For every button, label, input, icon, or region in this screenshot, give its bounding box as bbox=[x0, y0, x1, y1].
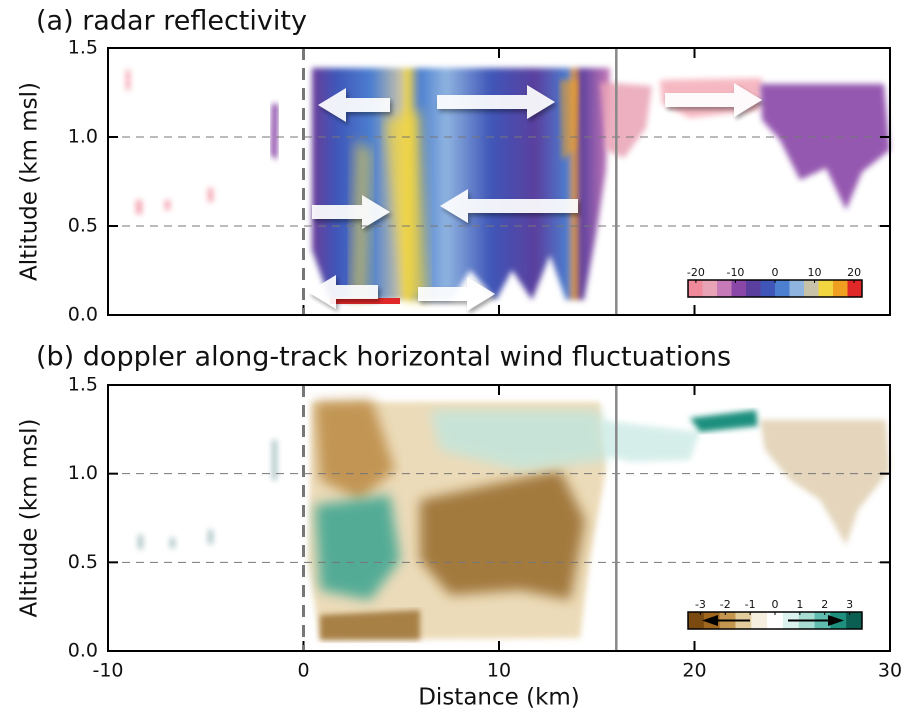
flow-arrows bbox=[308, 83, 762, 311]
colorbar-tick-label: 2 bbox=[821, 598, 828, 611]
colorbar-swatch bbox=[702, 280, 718, 297]
colorbar-swatch bbox=[746, 280, 761, 297]
colorbar-arrow bbox=[788, 615, 844, 626]
x-axis-label: Distance (km) bbox=[418, 685, 580, 711]
y-tick-label: 1.0 bbox=[68, 462, 98, 484]
plot-frame bbox=[107, 47, 891, 316]
y-tick-label: 0.0 bbox=[68, 304, 98, 326]
colorbar-tick-label: 0 bbox=[772, 598, 779, 611]
y-tick-label: 1.0 bbox=[68, 126, 98, 148]
colorbar-swatch bbox=[688, 612, 705, 629]
colorbar-swatch bbox=[818, 280, 834, 297]
x-tick-label: 30 bbox=[878, 660, 902, 682]
x-tick-label: 0 bbox=[297, 660, 309, 682]
colorbar-swatch bbox=[688, 280, 703, 297]
x-tick-label: -10 bbox=[92, 660, 123, 682]
colorbar-arrow bbox=[702, 615, 750, 626]
colorbar-tick-label: 20 bbox=[847, 266, 861, 279]
colorbar-swatch bbox=[789, 280, 805, 297]
y-tick-label: 0.0 bbox=[68, 640, 98, 662]
wind-field bbox=[138, 400, 890, 640]
colorbar-swatch bbox=[847, 280, 863, 297]
colorbar-tick-label: -2 bbox=[720, 598, 731, 611]
panel-title: (a) radar reflectivity bbox=[36, 6, 307, 37]
y-tick-label: 1.5 bbox=[68, 37, 98, 59]
colorbar-tick-label: -1 bbox=[745, 598, 756, 611]
colorbar-swatch bbox=[751, 612, 768, 629]
panel-title: (b) doppler along-track horizontal wind … bbox=[36, 342, 731, 373]
colorbar-swatch bbox=[731, 280, 747, 297]
colorbar-swatch bbox=[775, 280, 790, 297]
x-tick-label: 10 bbox=[487, 660, 511, 682]
colorbar-tick-label: -3 bbox=[695, 598, 706, 611]
y-axis-label: Altitude (km msl) bbox=[17, 82, 43, 281]
y-tick-label: 0.5 bbox=[68, 551, 98, 573]
colorbar-tick-label: 3 bbox=[846, 598, 853, 611]
colorbar-tick-label: -10 bbox=[726, 266, 744, 279]
colorbar-swatch bbox=[760, 280, 776, 297]
y-tick-label: 0.5 bbox=[68, 215, 98, 237]
y-tick-label: 1.5 bbox=[68, 374, 98, 396]
colorbar-swatch bbox=[717, 280, 732, 297]
colorbar-swatch bbox=[767, 612, 784, 629]
plot-frame bbox=[107, 384, 891, 652]
y-axis-label: Altitude (km msl) bbox=[17, 419, 43, 618]
colorbar-tick-label: 10 bbox=[808, 266, 822, 279]
colorbar-tick-label: 1 bbox=[796, 598, 803, 611]
colorbar-tick-label: 0 bbox=[772, 266, 779, 279]
colorbar-swatch bbox=[804, 280, 819, 297]
colorbar-swatch bbox=[833, 280, 848, 297]
colorbar-swatch bbox=[846, 612, 863, 629]
colorbar-tick-label: -20 bbox=[687, 266, 705, 279]
x-tick-label: 20 bbox=[682, 660, 706, 682]
